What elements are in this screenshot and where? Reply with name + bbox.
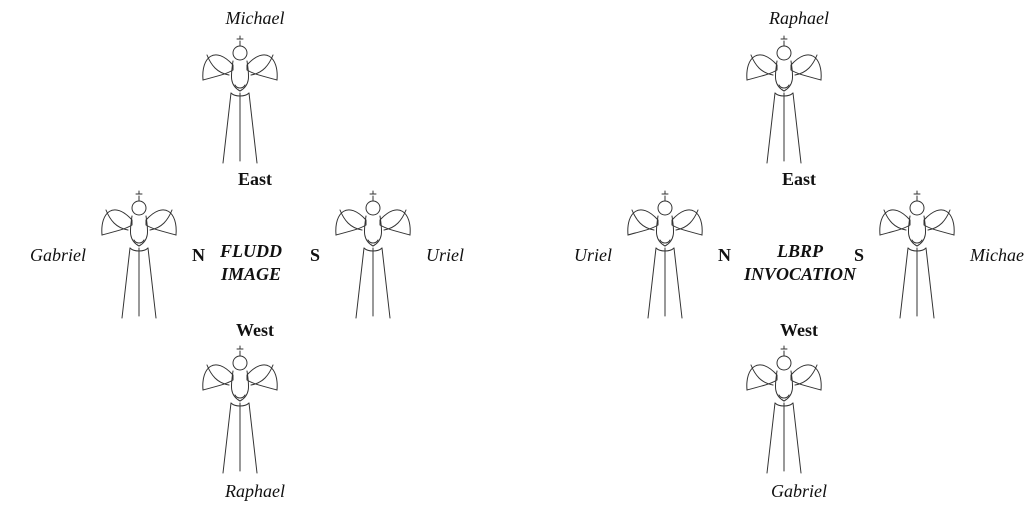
bottom-angel-group: West Gabriel bbox=[739, 320, 859, 502]
top-angel-group: Michael East bbox=[195, 8, 315, 190]
diagram-fludd: Michael East Gabriel bbox=[0, 0, 480, 509]
angel-icon bbox=[620, 190, 710, 320]
angel-icon bbox=[94, 190, 184, 320]
angel-icon bbox=[872, 190, 962, 320]
left-angel-group: Gabriel N bbox=[30, 190, 205, 320]
right-angel-group: S Michael bbox=[854, 190, 1024, 320]
center-title: LBRP INVOCATION bbox=[744, 240, 856, 287]
direction-bottom: West bbox=[739, 320, 859, 341]
angel-name-right: Uriel bbox=[426, 245, 464, 266]
direction-top: East bbox=[739, 169, 859, 190]
angel-icon bbox=[195, 35, 285, 165]
angel-name-left: Gabriel bbox=[30, 245, 86, 266]
direction-right: S bbox=[310, 245, 320, 266]
center-title-line1: FLUDD bbox=[220, 240, 282, 263]
bottom-angel-group: West Raphael bbox=[195, 320, 315, 502]
angel-icon bbox=[739, 35, 829, 165]
left-angel-group: Uriel N bbox=[574, 190, 731, 320]
angel-name-top: Raphael bbox=[739, 8, 859, 29]
right-angel-group: S Uriel bbox=[310, 190, 464, 320]
angel-name-top: Michael bbox=[195, 8, 315, 29]
angel-icon bbox=[195, 345, 285, 475]
diagram-lbrp: Raphael East Uriel bbox=[544, 0, 1024, 509]
center-title-line1: LBRP bbox=[744, 240, 856, 263]
direction-top: East bbox=[195, 169, 315, 190]
direction-left: N bbox=[718, 245, 731, 266]
angel-name-right: Michael bbox=[970, 245, 1024, 266]
center-title: FLUDD IMAGE bbox=[220, 240, 282, 287]
angel-icon bbox=[328, 190, 418, 320]
top-angel-group: Raphael East bbox=[739, 8, 859, 190]
angel-name-left: Uriel bbox=[574, 245, 612, 266]
direction-left: N bbox=[192, 245, 205, 266]
angel-icon bbox=[739, 345, 829, 475]
direction-right: S bbox=[854, 245, 864, 266]
angel-name-bottom: Gabriel bbox=[739, 481, 859, 502]
center-title-line2: IMAGE bbox=[220, 263, 282, 286]
direction-bottom: West bbox=[195, 320, 315, 341]
center-title-line2: INVOCATION bbox=[744, 263, 856, 286]
angel-name-bottom: Raphael bbox=[195, 481, 315, 502]
